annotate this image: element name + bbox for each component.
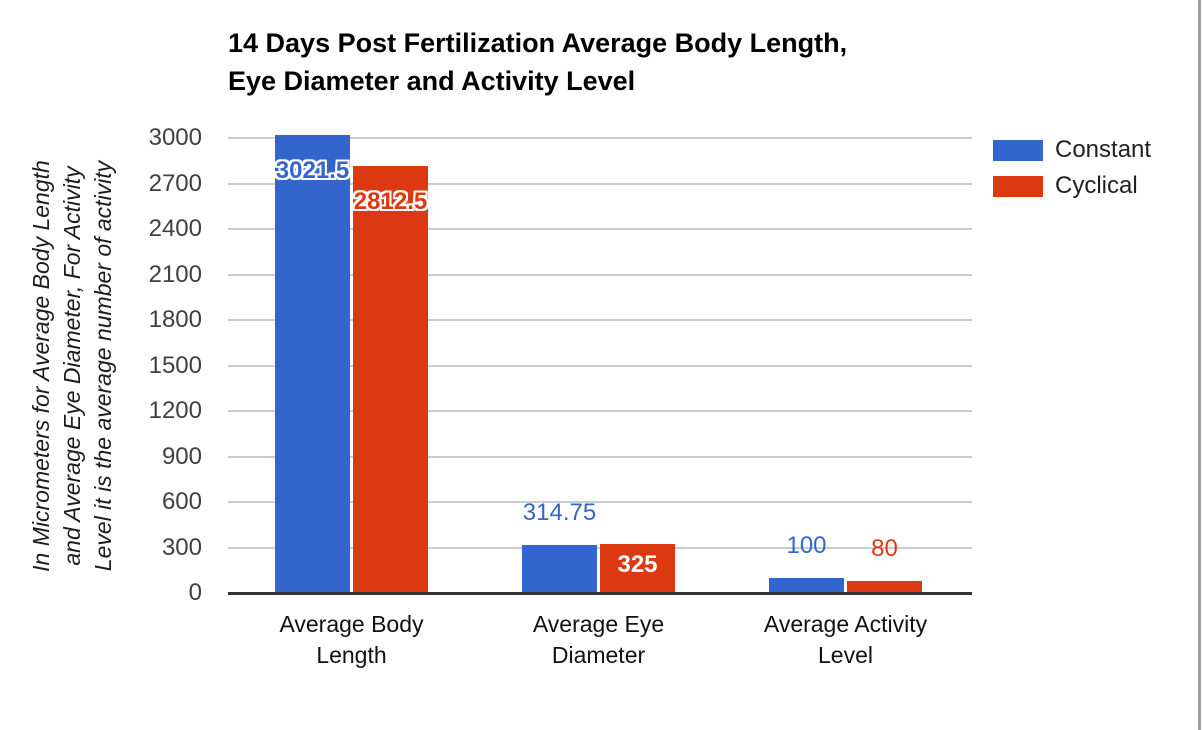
legend-color-swatch-cyclical [993, 175, 1043, 197]
gridline-2100 [228, 273, 972, 276]
plot-area: 3021.5 2812.5 314.75 325 100 80 [228, 134, 972, 595]
bar-cyclical-average-activity-level[interactable] [847, 580, 922, 593]
x-axis-category-label-average-body-length: Average Body Length [279, 611, 424, 668]
bar-cyclical-average-body-length[interactable] [353, 166, 428, 593]
legend-color-swatch-constant [993, 139, 1043, 161]
window-right-edge [1198, 0, 1201, 730]
bar-value-label-cyclical-average-body-length: 2812.5 [353, 188, 428, 216]
x-axis-category-label-average-eye-diameter: Average Eye Diameter [532, 611, 665, 668]
legend: Constant Cyclical [993, 136, 1152, 211]
gridline-1800 [228, 319, 972, 321]
gridline-2700 [228, 182, 972, 185]
chart-title-line2: Eye Diameter and Activity Level [228, 66, 636, 96]
x-axis-category-label-average-activity-level: Average Activity Level [763, 611, 928, 668]
bar-value-label-constant-average-eye-diameter: 314.75 [522, 499, 597, 527]
legend-label-constant: Constant [1055, 136, 1152, 163]
y-axis-tick-2700: 2700 [148, 169, 202, 197]
bar-constant-average-body-length[interactable] [275, 134, 350, 593]
y-axis-tick-0: 0 [188, 579, 202, 606]
gridline-900 [228, 455, 972, 458]
gridline-2400 [228, 228, 972, 230]
y-axis-tick-1800: 1800 [148, 306, 202, 333]
bar-cyclical-average-eye-diameter[interactable] [600, 543, 675, 593]
gridline-1500 [228, 364, 972, 367]
legend-item-cyclical[interactable]: Cyclical [993, 172, 1151, 199]
y-axis-tick-2100: 2100 [148, 260, 202, 288]
y-axis-tick-300: 300 [161, 533, 202, 561]
chart-title-line1: 14 Days Post Fertilization Average Body … [228, 28, 848, 58]
gridline-600 [228, 501, 972, 503]
bar-constant-average-activity-level[interactable] [769, 577, 844, 593]
y-axis-tick-3000: 3000 [148, 124, 202, 151]
bar-value-label-cyclical-average-eye-diameter: 325 [617, 550, 658, 578]
y-axis-tick-1500: 1500 [148, 351, 202, 379]
bar-constant-average-eye-diameter[interactable] [522, 545, 597, 593]
legend-label-cyclical: Cyclical [1055, 172, 1138, 199]
gridline-3000 [228, 137, 972, 139]
bar-value-label-constant-average-activity-level: 100 [786, 531, 827, 559]
bar-value-label-cyclical-average-activity-level: 80 [871, 534, 898, 562]
legend-item-constant[interactable]: Constant [993, 136, 1152, 163]
y-axis-tick-900: 900 [161, 442, 202, 470]
bar-value-label-constant-average-body-length: 3021.5 [275, 156, 350, 184]
x-axis-line [228, 592, 972, 595]
chart-title: 14 Days Post Fertilization Average Body … [228, 24, 988, 100]
y-axis-tick-2400: 2400 [148, 215, 202, 242]
y-axis-tick-1200: 1200 [148, 397, 202, 424]
gridline-1200 [228, 410, 972, 412]
y-axis-tick-600: 600 [161, 488, 202, 515]
